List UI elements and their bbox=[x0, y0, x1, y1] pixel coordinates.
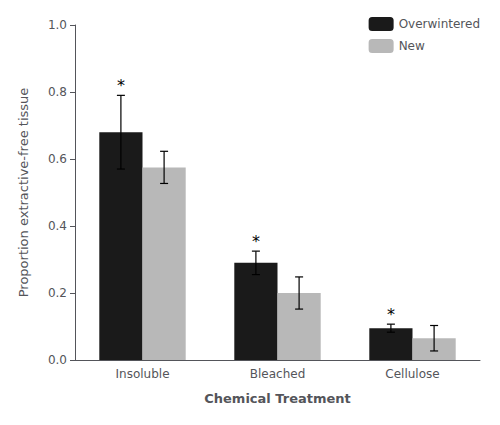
svg-text:0.2: 0.2 bbox=[48, 286, 67, 300]
svg-text:*: * bbox=[117, 76, 125, 95]
svg-text:Cellulose: Cellulose bbox=[385, 367, 439, 381]
svg-text:Overwintered: Overwintered bbox=[399, 17, 480, 31]
svg-text:New: New bbox=[399, 39, 425, 53]
svg-text:Chemical Treatment: Chemical Treatment bbox=[204, 391, 351, 406]
svg-text:1.0: 1.0 bbox=[48, 18, 67, 32]
svg-text:Insoluble: Insoluble bbox=[115, 367, 169, 381]
svg-text:*: * bbox=[387, 305, 395, 324]
svg-text:0.8: 0.8 bbox=[48, 85, 67, 99]
svg-text:*: * bbox=[252, 232, 260, 251]
svg-text:Bleached: Bleached bbox=[250, 367, 306, 381]
svg-text:0.4: 0.4 bbox=[48, 219, 67, 233]
svg-text:Proportion extractive-free tis: Proportion extractive-free tissue bbox=[16, 88, 31, 298]
svg-text:0.0: 0.0 bbox=[48, 353, 67, 367]
svg-text:0.6: 0.6 bbox=[48, 152, 67, 166]
